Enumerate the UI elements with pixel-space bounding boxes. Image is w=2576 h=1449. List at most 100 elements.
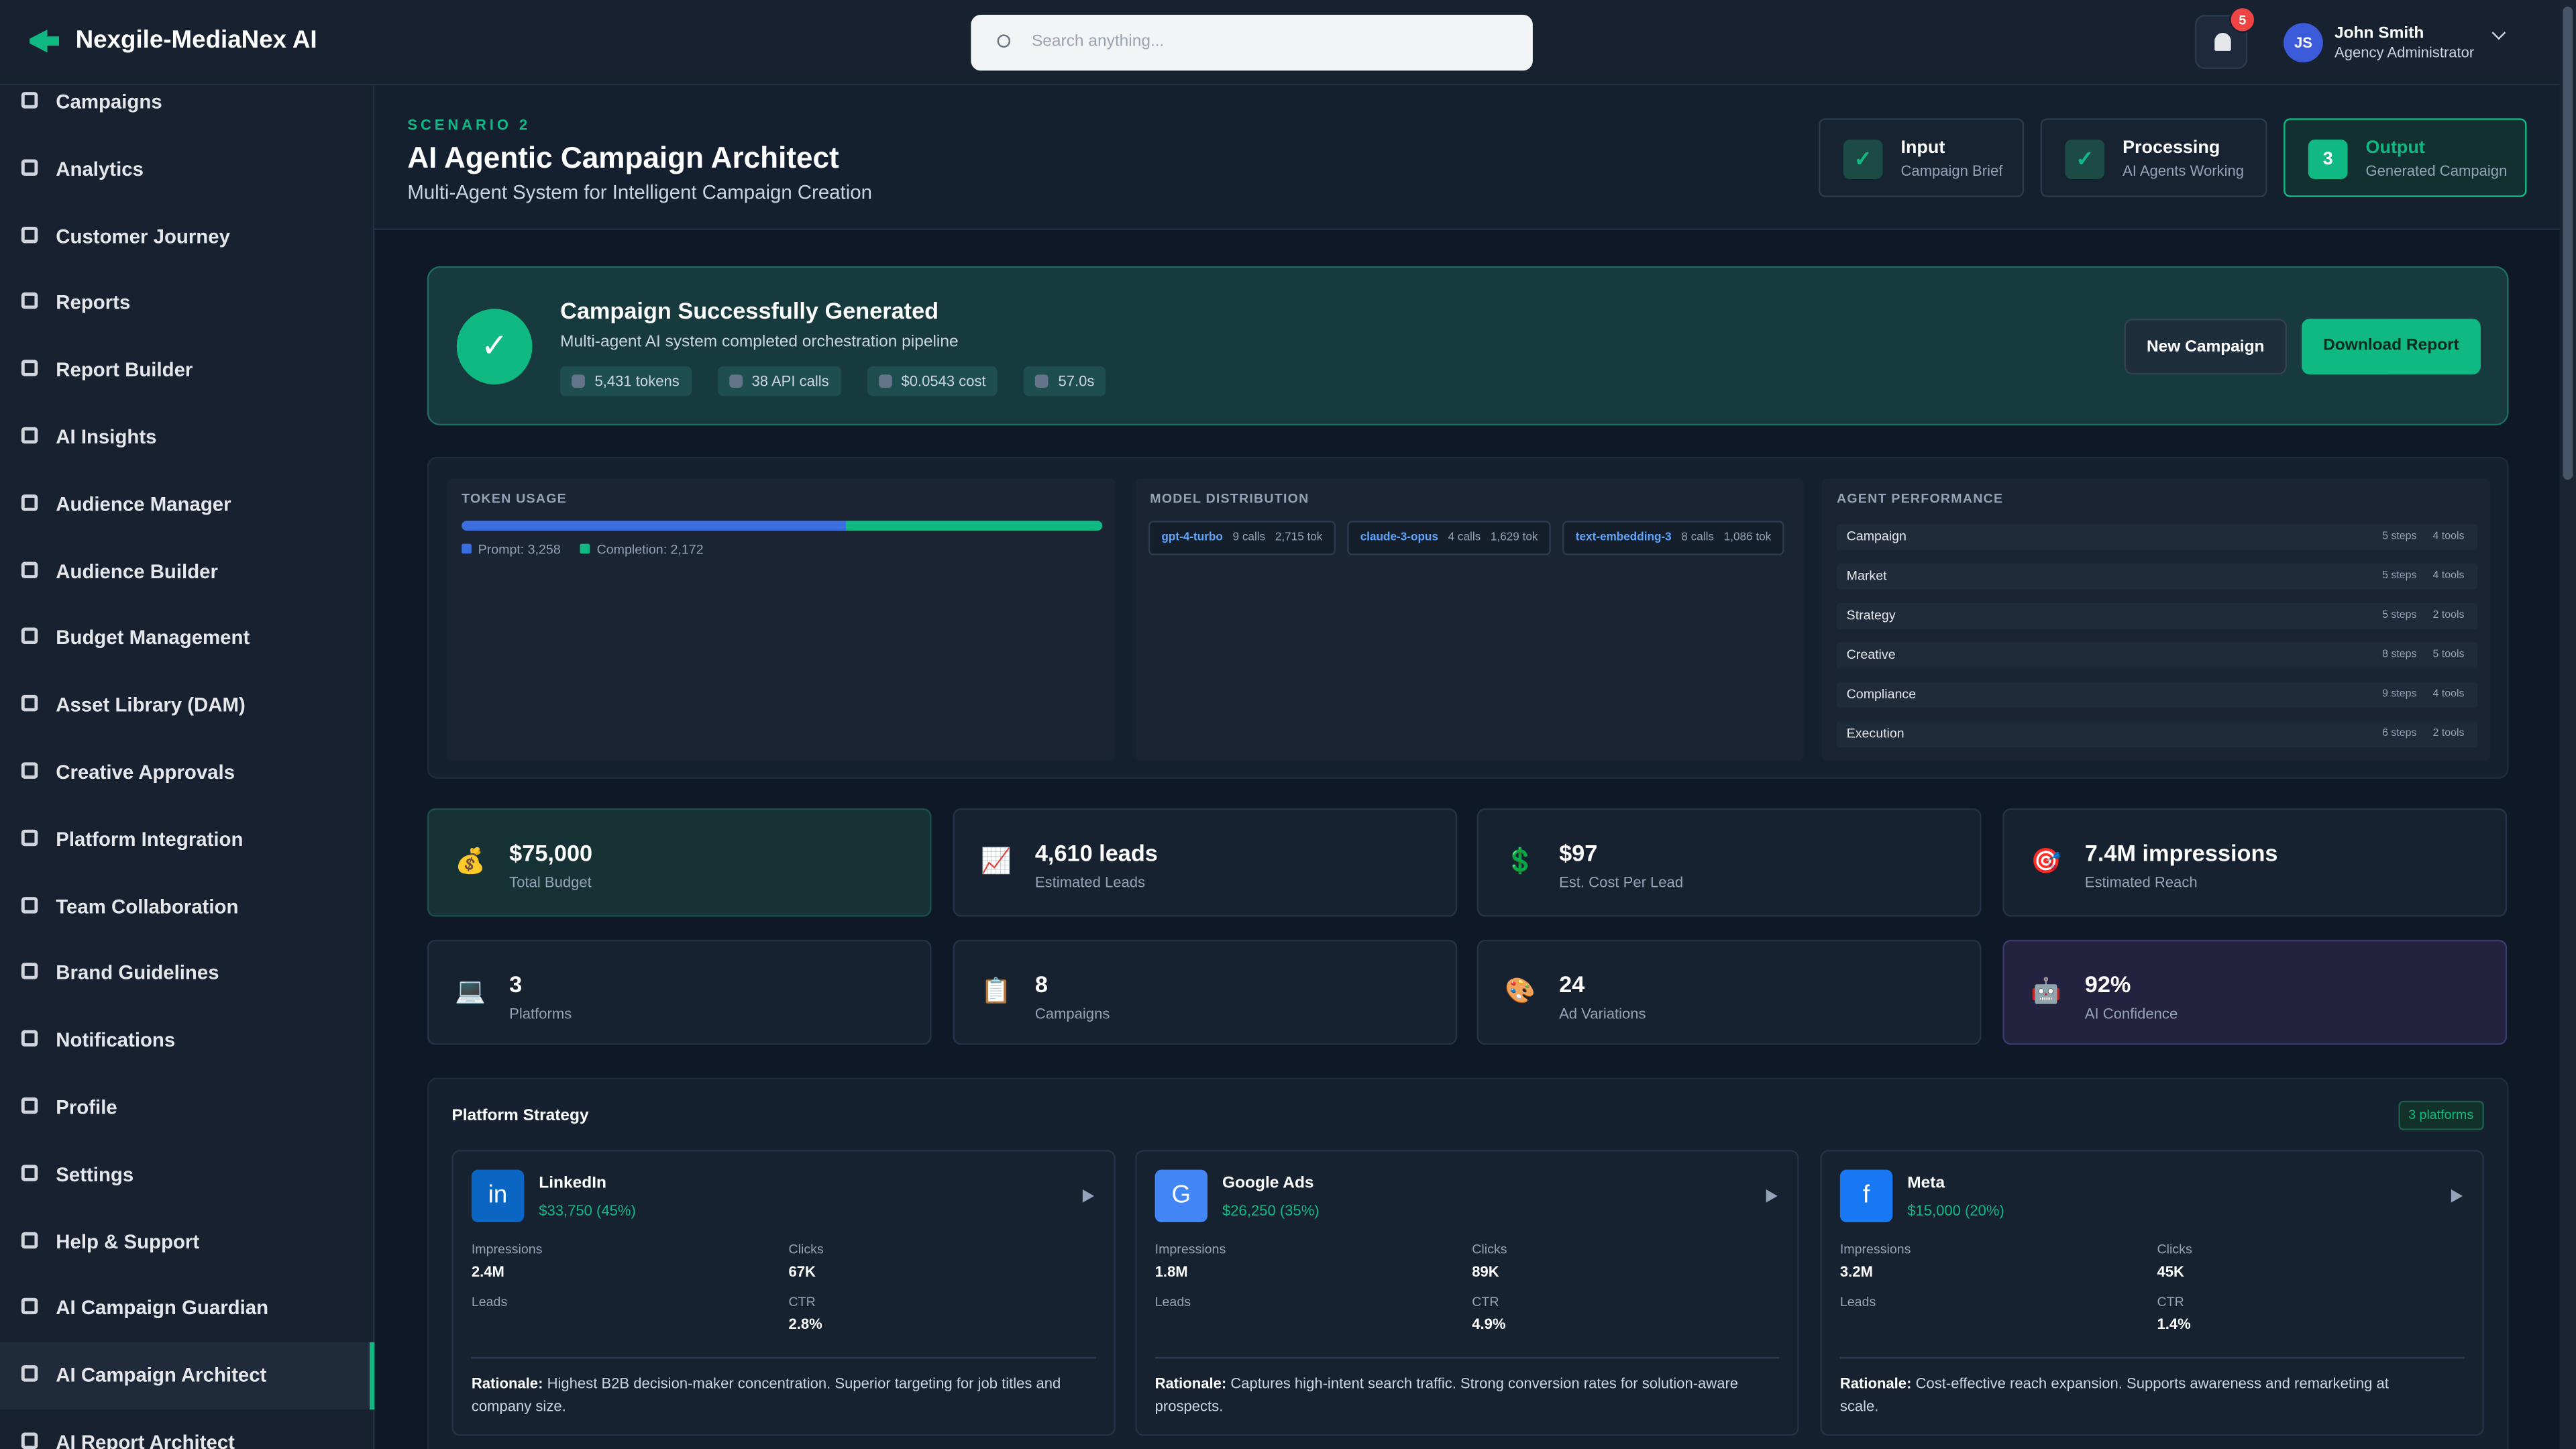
nav[interactable]: AI Campaign Architect [0,1342,375,1410]
search-text: Search anything... [1031,32,1165,51]
agent-tools: 2 tools [2432,727,2465,740]
metric: 🎨 24 Ad Variations [1477,939,1982,1045]
agent-tools: 4 tools [2432,570,2465,582]
metric-label: Estimated Reach [2084,873,2198,891]
nav[interactable]: Report Builder [0,337,374,405]
nav[interactable]: Customer Journey [0,203,374,270]
nav[interactable]: Notifications [0,1008,374,1075]
metric-label: Ad Variations [1559,1005,1646,1022]
hdr: Nexgile-MediaNex AI Search anything... 5 JS… [0,0,2576,86]
brand-icon [30,30,60,53]
nav-text: AI Campaign Guardian [56,1297,269,1320]
pc[interactable]: G Google Ads $26,250 (35%) Impressions 1.8M C… [1135,1150,1799,1436]
nav[interactable]: Audience Builder [0,538,374,605]
nav-icon [21,1432,38,1449]
step-mark: 3 [2308,140,2348,179]
pbudget: $15,000 (20%) [1907,1202,2004,1220]
succ-title: Campaign Successfully Generated [560,297,939,324]
agent: Campaign 5 steps 4 tools [1836,524,2478,551]
nav[interactable]: Creative Approvals [0,739,374,806]
legend-item: Prompt: 3,258 [462,542,561,557]
side: Campaigns Analytics Customer Journey Report… [0,85,375,1449]
agent: Creative 8 steps 5 tools [1836,642,2478,669]
st-value: 4.9% [1472,1316,1506,1333]
nav-text: Report Builder [56,358,193,382]
btn[interactable]: New Campaign [2124,319,2287,375]
uname: John Smith [2334,24,2424,43]
model: gpt-4-turbo 9 calls 2,715 tok [1148,521,1336,555]
nav[interactable]: Platform Integration [0,806,374,873]
metric: 🤖 92% AI Confidence [2002,939,2508,1045]
nav-text: AI Campaign Architect [56,1364,267,1387]
search-icon [997,34,1011,48]
st-label: CTR [2157,1294,2184,1309]
nav[interactable]: AI Campaign Guardian [0,1275,374,1342]
metric-value: 8 [1034,971,1048,998]
nav[interactable]: Budget Management [0,605,374,672]
search[interactable]: Search anything... [971,15,1533,71]
step-mark: ✓ [1843,140,1883,179]
nav[interactable]: AI Insights [0,404,374,471]
step-mark: ✓ [2065,140,2105,179]
pc[interactable]: in LinkedIn $33,750 (45%) Impressions 2.4M Cl… [451,1150,1116,1436]
step-sub: Generated Campaign [2365,162,2508,179]
rationale-label: Rationale: [1155,1375,1227,1392]
nav[interactable]: Team Collaboration [0,873,374,941]
parrow[interactable] [1766,1189,1778,1203]
metric-value: $75,000 [509,839,593,866]
st-label: Impressions [471,1242,543,1257]
st-label: Clicks [1472,1242,1507,1257]
agent-tools: 5 tools [2432,649,2465,661]
metric-label: Platforms [509,1005,572,1022]
agent-steps: 5 steps [2382,609,2417,621]
nav-text: Campaigns [56,90,162,113]
sub-title: TOKEN USAGE [462,491,567,506]
st-value: 89K [1472,1263,1499,1280]
step-label: Output [2365,138,2425,158]
nav-icon [21,1030,38,1047]
pbudget: $33,750 (45%) [539,1202,636,1220]
st-label: Leads [1839,1294,1876,1309]
nav-text: Help & Support [56,1230,200,1253]
nav-text: Settings [56,1163,134,1186]
nav[interactable]: Help & Support [0,1208,374,1275]
nav[interactable]: Settings [0,1142,374,1209]
nav[interactable]: Asset Library (DAM) [0,672,374,739]
st-label: Leads [1155,1294,1191,1309]
nav[interactable]: Reports [0,270,374,337]
st-label: Leads [471,1294,508,1309]
metric-icon: 💲 [1505,847,1536,876]
metric-icon: 🤖 [2030,977,2061,1006]
nav-icon [21,561,38,578]
nav[interactable]: Profile [0,1075,374,1142]
model-calls: 8 calls [1681,532,1714,544]
btn[interactable]: Download Report [2302,319,2481,375]
nav-icon [21,225,38,243]
metric-value: 92% [2084,971,2131,998]
parrow[interactable] [1082,1189,1095,1203]
succ-sub: Multi-agent AI system completed orchestr… [560,333,959,352]
pc[interactable]: f Meta $15,000 (20%) Impressions 3.2M Clicks 4… [1820,1150,2484,1436]
agent-steps: 6 steps [2382,727,2417,740]
pdiv [471,1356,1096,1359]
avatar[interactable]: JS [2284,23,2323,63]
nav[interactable]: Brand Guidelines [0,941,374,1008]
nav[interactable]: AI Report Architect [0,1409,374,1449]
nav[interactable]: Audience Manager [0,471,374,538]
parrow[interactable] [2451,1189,2463,1203]
rationale-label: Rationale: [471,1375,543,1392]
nav-icon [21,92,38,109]
nav-text: Team Collaboration [56,894,239,918]
chev[interactable] [2491,25,2506,40]
nav-icon [21,762,38,779]
nav-icon [21,1164,38,1181]
st-value: 2.8% [788,1316,822,1333]
sub-title: MODEL DISTRIBUTION [1150,491,1309,506]
nav-icon [21,292,38,310]
nav[interactable]: Analytics [0,136,374,203]
nav[interactable]: Campaigns [0,69,374,136]
thumb[interactable] [2563,6,2573,480]
nav-icon [21,1298,38,1316]
model-tokens: 1,629 tok [1490,532,1538,544]
